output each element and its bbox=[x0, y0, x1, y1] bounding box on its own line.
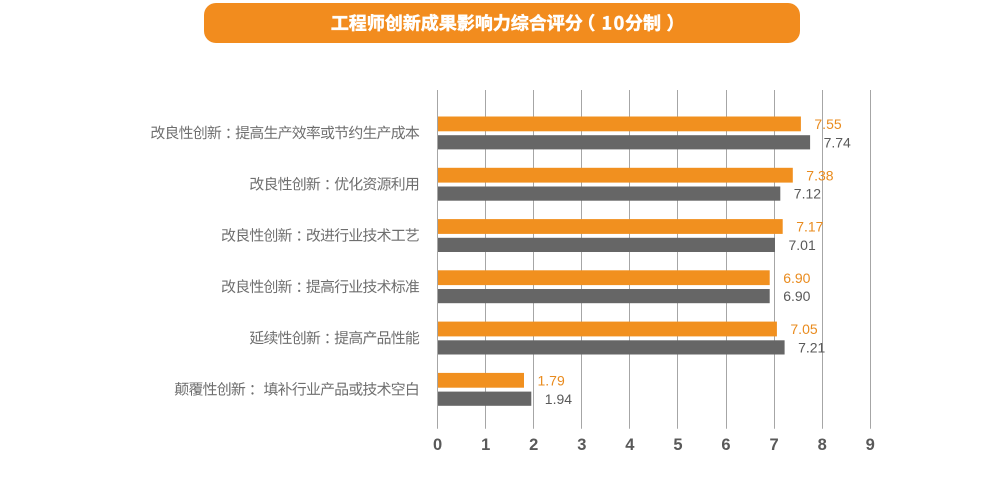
svg-text:7.12: 7.12 bbox=[794, 186, 821, 202]
svg-text:1.94: 1.94 bbox=[545, 391, 572, 407]
svg-text:7.21: 7.21 bbox=[798, 340, 825, 356]
svg-text:1.79: 1.79 bbox=[538, 372, 565, 388]
svg-text:7: 7 bbox=[770, 436, 779, 454]
svg-text:5: 5 bbox=[673, 436, 682, 454]
svg-text:7.38: 7.38 bbox=[806, 167, 833, 183]
svg-text:2: 2 bbox=[529, 436, 538, 454]
svg-text:9: 9 bbox=[866, 436, 875, 454]
svg-text:8: 8 bbox=[818, 436, 827, 454]
svg-text:6.90: 6.90 bbox=[783, 288, 810, 304]
svg-text:7.05: 7.05 bbox=[790, 321, 817, 337]
svg-text:7.17: 7.17 bbox=[796, 219, 823, 235]
svg-text:3: 3 bbox=[577, 436, 586, 454]
svg-text:6: 6 bbox=[721, 436, 730, 454]
svg-text:7.55: 7.55 bbox=[814, 116, 841, 132]
svg-text:1: 1 bbox=[481, 436, 490, 454]
svg-text:6.90: 6.90 bbox=[783, 270, 810, 286]
svg-text:7.01: 7.01 bbox=[789, 237, 816, 253]
svg-text:0: 0 bbox=[433, 436, 442, 454]
svg-text:4: 4 bbox=[625, 436, 635, 454]
svg-text:7.74: 7.74 bbox=[824, 134, 851, 150]
